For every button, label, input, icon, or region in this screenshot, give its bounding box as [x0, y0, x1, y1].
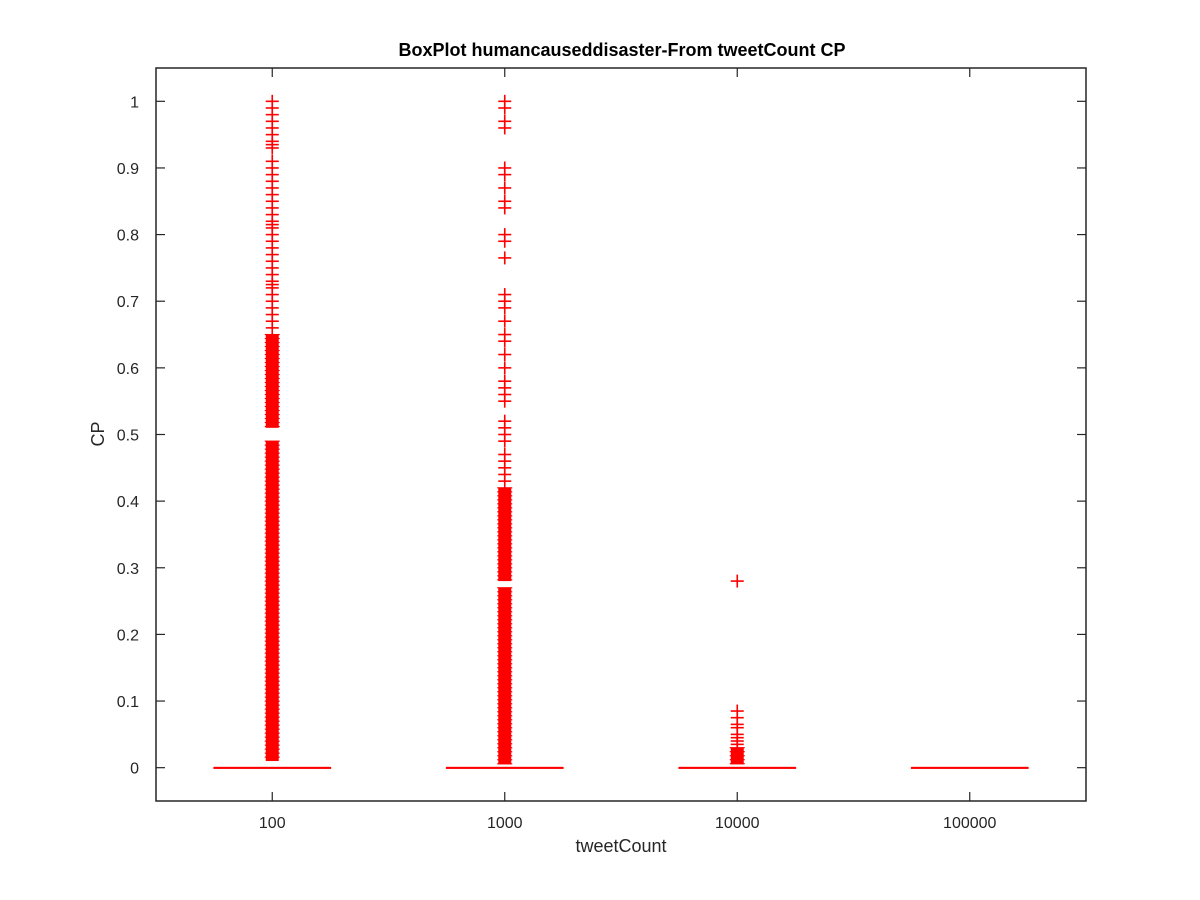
- x-tick-label: 10000: [715, 815, 760, 832]
- outlier-dense-band: [264, 440, 280, 762]
- box-1000: [445, 94, 564, 769]
- outlier-dense-band: [264, 333, 280, 428]
- box-100: [213, 94, 332, 769]
- y-axis-label: CP: [88, 421, 108, 446]
- y-axis: 0 0.1 0.2 0.3 0.4 0.5 0.6 0.7 0.8 0.9 1: [117, 94, 1086, 778]
- box-series: [213, 94, 1029, 769]
- y-tick-label: 0: [130, 761, 139, 778]
- outlier-point: [498, 374, 512, 388]
- y-tick-label: 0.4: [117, 494, 139, 511]
- outlier-point: [498, 447, 512, 461]
- x-tick-label: 100: [259, 815, 286, 832]
- outlier-point: [498, 194, 512, 208]
- outlier-point: [498, 251, 512, 265]
- plot-area-frame: [155, 67, 1087, 802]
- outlier-point: [498, 94, 512, 108]
- box-100000: [910, 766, 1029, 769]
- y-tick-label: 0.8: [117, 228, 139, 245]
- x-axis-label: tweetCount: [575, 836, 666, 856]
- outlier-point: [498, 288, 512, 302]
- x-tick-label: 1000: [487, 815, 523, 832]
- outlier-point: [498, 161, 512, 175]
- outlier-point: [498, 228, 512, 242]
- outlier-point: [498, 181, 512, 195]
- y-tick-label: 0.1: [117, 694, 139, 711]
- y-tick-label: 1: [130, 94, 139, 111]
- outlier-dense-band: [497, 487, 513, 582]
- y-tick-label: 0.7: [117, 294, 139, 311]
- box-10000: [678, 574, 797, 769]
- y-tick-label: 0.5: [117, 428, 139, 445]
- outlier-point: [498, 414, 512, 428]
- y-tick-label: 0.3: [117, 561, 139, 578]
- outlier-point: [265, 94, 279, 108]
- outlier-point: [498, 348, 512, 362]
- outlier-point: [730, 574, 744, 588]
- chart-title: BoxPlot humancauseddisaster-From tweetCo…: [398, 40, 845, 60]
- outlier-dense-band: [497, 587, 513, 765]
- y-tick-label: 0.6: [117, 361, 139, 378]
- outlier-point: [498, 314, 512, 328]
- outlier-point: [265, 154, 279, 168]
- outlier-point: [498, 114, 512, 128]
- outlier-point: [498, 361, 512, 375]
- outlier-dense-band: [729, 747, 745, 765]
- y-tick-label: 0.9: [117, 161, 139, 178]
- x-axis: 100 1000 10000 100000: [259, 68, 997, 832]
- x-tick-label: 100000: [943, 815, 996, 832]
- y-tick-label: 0.2: [117, 627, 139, 644]
- outlier-point: [498, 328, 512, 342]
- outlier-point: [730, 704, 744, 718]
